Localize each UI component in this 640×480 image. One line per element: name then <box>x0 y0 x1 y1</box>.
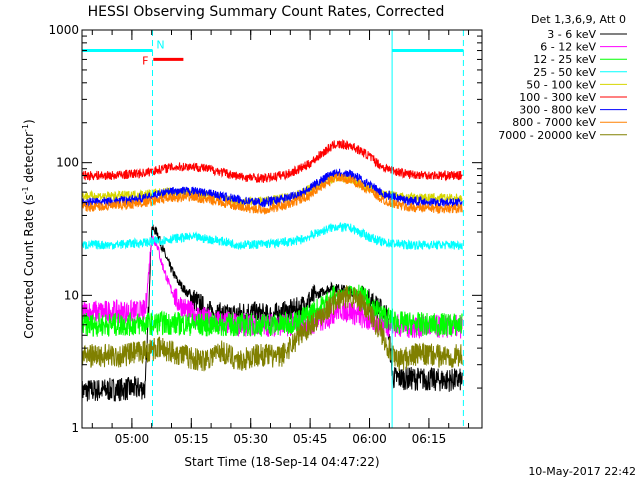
x-axis-label: Start Time (18-Sep-14 04:47:22) <box>184 455 379 469</box>
y-axis-label-part: detector <box>22 132 36 187</box>
x-tick-label: 05:15 <box>174 432 209 446</box>
y-tick-label: 100 <box>56 156 79 170</box>
x-tick-label: 05:45 <box>293 432 328 446</box>
x-tick-label: 05:00 <box>115 432 150 446</box>
x-tick-label: 05:30 <box>233 432 268 446</box>
series-line <box>81 172 463 215</box>
series-line <box>81 173 463 208</box>
series-line <box>81 285 463 372</box>
legend-entry-label: 3 - 6 keV <box>547 28 596 41</box>
legend-entry-label: 50 - 100 keV <box>526 78 596 91</box>
legend-entry-label: 300 - 800 keV <box>519 104 596 117</box>
y-axis-ticks: 1 10 100 1000 <box>48 23 482 435</box>
series-layer <box>81 138 463 404</box>
chart-title: HESSI Observing Summary Count Rates, Cor… <box>88 4 445 20</box>
legend-entry-label: 12 - 25 keV <box>533 53 596 66</box>
y-axis-label-part: Corrected Count Rate (s <box>22 194 36 338</box>
x-axis-ticks: 05:00 05:15 05:30 05:45 06:00 06:15 <box>91 30 470 446</box>
y-axis-label-exponent: -1 <box>21 124 30 132</box>
y-tick-label: 1 <box>71 421 79 435</box>
legend-entry-label: 800 - 7000 keV <box>512 116 596 129</box>
flag-bar-label: N <box>156 39 164 52</box>
series-line <box>81 222 463 251</box>
legend-title: Det 1,3,6,9, Att 0 <box>531 13 626 26</box>
series-line <box>81 138 463 183</box>
footer-timestamp: 10-May-2017 22:42 <box>528 465 636 478</box>
legend-entry-label: 25 - 50 keV <box>533 66 596 79</box>
flag-bar-label: F <box>142 54 148 67</box>
x-tick-label: 06:15 <box>412 432 447 446</box>
series-line <box>81 284 463 337</box>
series-line <box>81 234 463 339</box>
y-tick-label: 10 <box>64 288 79 302</box>
y-tick-label: 1000 <box>48 23 79 37</box>
legend-entry-label: 6 - 12 keV <box>540 41 596 54</box>
plot-frame <box>81 29 483 429</box>
legend-entry-label: 100 - 300 keV <box>519 91 596 104</box>
legend-entry-label: 7000 - 20000 keV <box>498 129 596 142</box>
y-axis-label: Corrected Count Rate (s-1 detector-1) <box>21 119 36 338</box>
flag-bars: NF <box>82 39 464 67</box>
y-axis-label-exponent: -1 <box>21 186 30 194</box>
time-marker-lines <box>151 30 464 428</box>
y-axis-label-part: ) <box>22 119 36 124</box>
x-tick-label: 06:00 <box>352 432 387 446</box>
